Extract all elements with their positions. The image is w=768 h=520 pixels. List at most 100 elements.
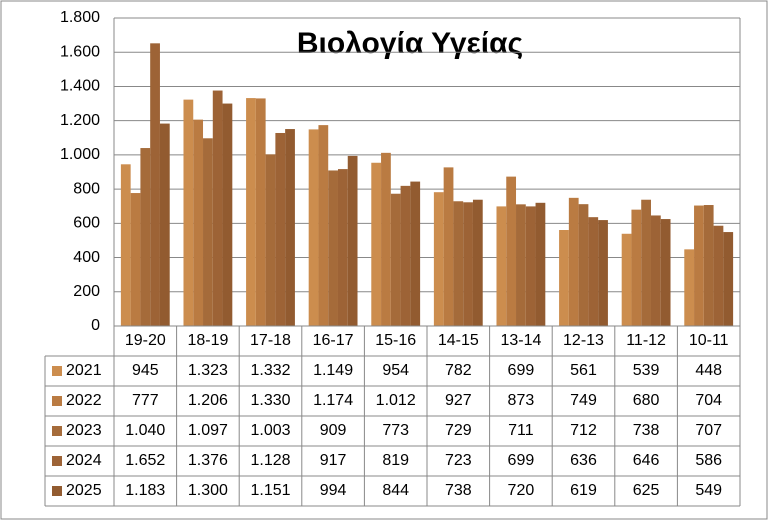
table-cell: 1.040 [125, 422, 165, 439]
bar [318, 125, 329, 326]
bar [275, 132, 286, 326]
bar [568, 197, 579, 326]
table-cell: 749 [570, 392, 597, 409]
bar [631, 209, 642, 326]
table-cell: 711 [508, 422, 534, 439]
table-cell: 549 [695, 482, 722, 499]
legend-label: 2024 [66, 452, 102, 469]
bar [130, 193, 141, 326]
bar [371, 162, 382, 326]
y-tick-label: 1.400 [60, 78, 100, 95]
bar [559, 230, 569, 326]
bar [246, 98, 256, 326]
bar [641, 199, 651, 326]
table-cell: 782 [445, 362, 472, 379]
bar [212, 90, 223, 326]
table-cell: 712 [570, 422, 597, 439]
table-cell: 954 [382, 362, 409, 379]
bar [723, 232, 734, 326]
table-cell: 448 [695, 362, 722, 379]
bar [684, 249, 695, 326]
x-tick-label: 19-20 [125, 332, 166, 349]
y-tick-label: 800 [73, 180, 100, 197]
table-cell: 586 [695, 452, 722, 469]
x-tick-label: 13-14 [500, 332, 541, 349]
bar [328, 170, 338, 326]
bar [650, 215, 661, 326]
bar [506, 176, 517, 326]
x-tick-label: 14-15 [438, 332, 479, 349]
legend-swatch [52, 456, 62, 466]
bar [588, 217, 599, 326]
bar [453, 201, 464, 326]
chart-title: Βιολογία Υγείας [297, 27, 523, 60]
table-cell: 1.151 [250, 482, 290, 499]
bar [337, 169, 348, 326]
bar [472, 199, 483, 326]
y-tick-label: 400 [73, 249, 100, 266]
table-cell: 738 [445, 482, 472, 499]
bar [193, 119, 204, 326]
legend-swatch [52, 486, 62, 496]
y-tick-label: 200 [73, 283, 100, 300]
table-cell: 1.174 [313, 392, 353, 409]
legend-label: 2025 [66, 482, 102, 499]
bar [433, 192, 444, 326]
x-tick-label: 15-16 [375, 332, 416, 349]
table-cell: 1.206 [188, 392, 228, 409]
table-cell: 704 [695, 392, 722, 409]
legend-label: 2021 [66, 362, 102, 379]
table-cell: 1.300 [188, 482, 228, 499]
table-cell: 945 [132, 362, 159, 379]
y-tick-label: 600 [73, 215, 100, 232]
legend-swatch [52, 396, 62, 406]
table-cell: 1.128 [250, 452, 290, 469]
bar [443, 167, 454, 326]
table-cell: 1.003 [250, 422, 290, 439]
table-cell: 720 [508, 482, 535, 499]
table-cell: 729 [445, 422, 472, 439]
table-cell: 699 [508, 362, 535, 379]
legend-swatch [52, 366, 62, 376]
x-tick-label: 17-18 [250, 332, 291, 349]
bar [308, 129, 319, 326]
bar [578, 204, 589, 326]
table-cell: 1.376 [188, 452, 228, 469]
bar [159, 123, 170, 326]
bar [621, 233, 632, 326]
x-tick-label: 10-11 [689, 332, 729, 349]
bar [713, 225, 724, 326]
x-tick-label: 16-17 [313, 332, 354, 349]
bar [120, 164, 131, 326]
table-cell: 844 [382, 482, 409, 499]
y-tick-label: 1.200 [60, 112, 100, 129]
table-cell: 625 [633, 482, 660, 499]
bar [400, 185, 411, 326]
bar [285, 129, 295, 326]
table-cell: 1.183 [125, 482, 165, 499]
table-cell: 707 [695, 422, 722, 439]
table-cell: 1.012 [376, 392, 416, 409]
table-cell: 1.332 [250, 362, 290, 379]
table-cell: 646 [633, 452, 660, 469]
bar [410, 181, 421, 326]
bar [381, 152, 391, 326]
x-tick-label: 12-13 [563, 332, 604, 349]
y-tick-label: 1.600 [60, 43, 100, 60]
table-cell: 994 [320, 482, 347, 499]
x-tick-label: 18-19 [187, 332, 228, 349]
table-cell: 1.323 [188, 362, 228, 379]
bar [598, 220, 608, 326]
bar [255, 98, 266, 326]
table-cell: 927 [445, 392, 472, 409]
bar [496, 206, 507, 326]
y-tick-label: 1.000 [60, 146, 100, 163]
table-cell: 819 [382, 452, 409, 469]
table-cell: 917 [320, 452, 347, 469]
table-cell: 1.149 [313, 362, 353, 379]
y-tick-label: 0 [91, 317, 100, 334]
bar [222, 103, 233, 326]
bar [140, 148, 151, 326]
table-cell: 909 [320, 422, 347, 439]
